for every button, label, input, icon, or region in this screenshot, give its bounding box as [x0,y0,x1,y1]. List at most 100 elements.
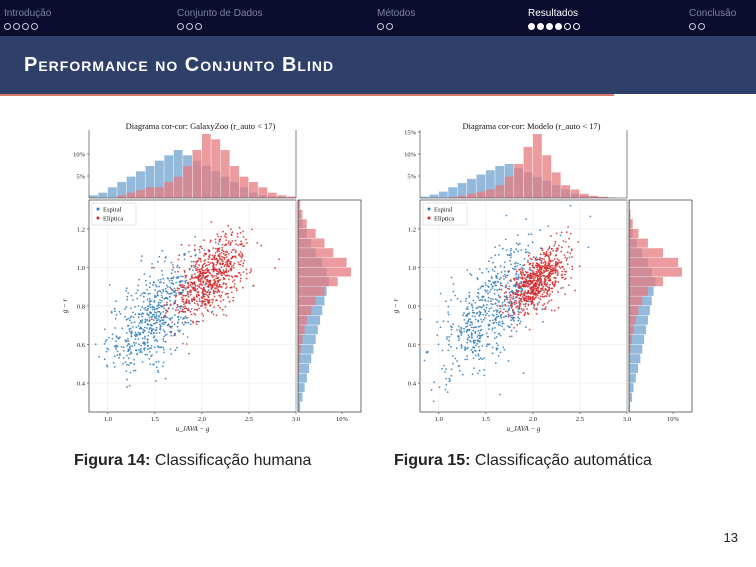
nav-slide-dot[interactable] [386,23,393,30]
nav-slide-dot[interactable] [4,23,11,30]
scatter-point-espiral [163,324,165,326]
scatter-point-eliptica [533,279,535,281]
nav-slide-dot[interactable] [177,23,184,30]
scatter-point-espiral [176,347,178,349]
scatter-point-eliptica [223,278,225,280]
scatter-point-eliptica [564,271,566,273]
scatter-point-espiral [180,280,182,282]
scatter-point-espiral [134,344,136,346]
nav-section-title[interactable]: Métodos [377,8,415,19]
nav-slide-dot[interactable] [195,23,202,30]
scatter-point-espiral [169,296,171,298]
scatter-point-espiral [481,329,483,331]
scatter-point-espiral [149,311,151,313]
scatter-point-espiral [158,315,160,317]
scatter-point-espiral [105,341,107,343]
nav-slide-dot[interactable] [377,23,384,30]
nav-slide-dot[interactable] [528,23,535,30]
scatter-point-espiral [159,328,161,330]
scatter-point-eliptica [210,304,212,306]
nav-slide-dot[interactable] [698,23,705,30]
scatter-point-espiral [163,290,165,292]
scatter-point-espiral [141,328,143,330]
nav-slide-dot[interactable] [13,23,20,30]
nav-slide-dot[interactable] [555,23,562,30]
scatter-point-espiral [459,370,461,372]
scatter-point-eliptica [195,264,197,266]
scatter-point-eliptica [190,311,192,313]
scatter-point-eliptica [558,260,560,262]
scatter-point-eliptica [241,257,243,259]
scatter-point-eliptica [179,306,181,308]
nav-slide-dot[interactable] [689,23,696,30]
scatter-point-espiral [511,335,513,337]
nav-slide-dot[interactable] [564,23,571,30]
scatter-point-eliptica [553,267,555,269]
scatter-point-espiral [504,301,506,303]
scatter-point-espiral [126,287,128,289]
scatter-point-espiral [140,350,142,352]
nav-section-title[interactable]: Introdução [4,8,51,19]
scatter-point-espiral [502,320,504,322]
scatter-point-eliptica [519,303,521,305]
right-hist-bar-elliptical [629,316,636,325]
nav-slide-dot[interactable] [537,23,544,30]
scatter-point-espiral [165,297,167,299]
scatter-point-espiral [153,364,155,366]
scatter-point-espiral [143,296,145,298]
scatter-point-espiral [157,295,159,297]
scatter-point-eliptica [213,280,215,282]
nav-section-title[interactable]: Resultados [528,8,578,19]
nav-slide-dot[interactable] [573,23,580,30]
scatter-point-eliptica [510,295,512,297]
scatter-point-espiral [143,308,145,310]
scatter-point-eliptica [552,283,554,285]
scatter-point-eliptica [194,266,196,268]
scatter-point-espiral [495,318,497,320]
scatter-point-eliptica [546,292,548,294]
scatter-point-espiral [458,337,460,339]
scatter-point-espiral [445,389,447,391]
scatter-point-eliptica [558,307,560,309]
scatter-point-eliptica [227,225,229,227]
scatter-point-espiral [135,326,137,328]
scatter-point-espiral [525,251,527,253]
scatter-point-eliptica [518,313,520,315]
scatter-point-espiral [147,348,149,350]
scatter-point-espiral [146,319,148,321]
scatter-point-espiral [491,329,493,331]
scatter-point-espiral [478,297,480,299]
scatter-point-eliptica [542,296,544,298]
scatter-point-eliptica [226,251,228,253]
scatter-point-eliptica [229,244,231,246]
nav-slide-dot[interactable] [186,23,193,30]
scatter-point-espiral [456,329,458,331]
scatter-point-eliptica [197,291,199,293]
scatter-point-espiral [471,327,473,329]
top-hist-tick-label: 10% [73,152,86,159]
nav-slide-dot[interactable] [546,23,553,30]
scatter-point-eliptica [547,270,549,272]
scatter-point-eliptica [206,264,208,266]
scatter-point-espiral [104,358,106,360]
nav-slide-dot[interactable] [31,23,38,30]
scatter-point-eliptica [191,298,193,300]
nav-section-title[interactable]: Conclusão [689,8,736,19]
legend-marker [97,208,100,211]
nav-slide-dots [4,23,38,30]
scatter-point-eliptica [185,308,187,310]
nav-section-title[interactable]: Conjunto de Dados [177,8,263,19]
nav-slide-dot[interactable] [22,23,29,30]
top-hist-bar-elliptical [505,177,514,198]
scatter-point-espiral [165,256,167,258]
scatter-point-espiral [156,320,158,322]
scatter-point-eliptica [194,284,196,286]
scatter-point-eliptica [523,299,525,301]
scatter-point-eliptica [548,287,550,289]
scatter-point-espiral [445,368,447,370]
scatter-point-eliptica [557,273,559,275]
scatter-point-eliptica [540,273,542,275]
scatter-point-espiral [173,291,175,293]
scatter-point-eliptica [243,262,245,264]
scatter-point-espiral [496,275,498,277]
